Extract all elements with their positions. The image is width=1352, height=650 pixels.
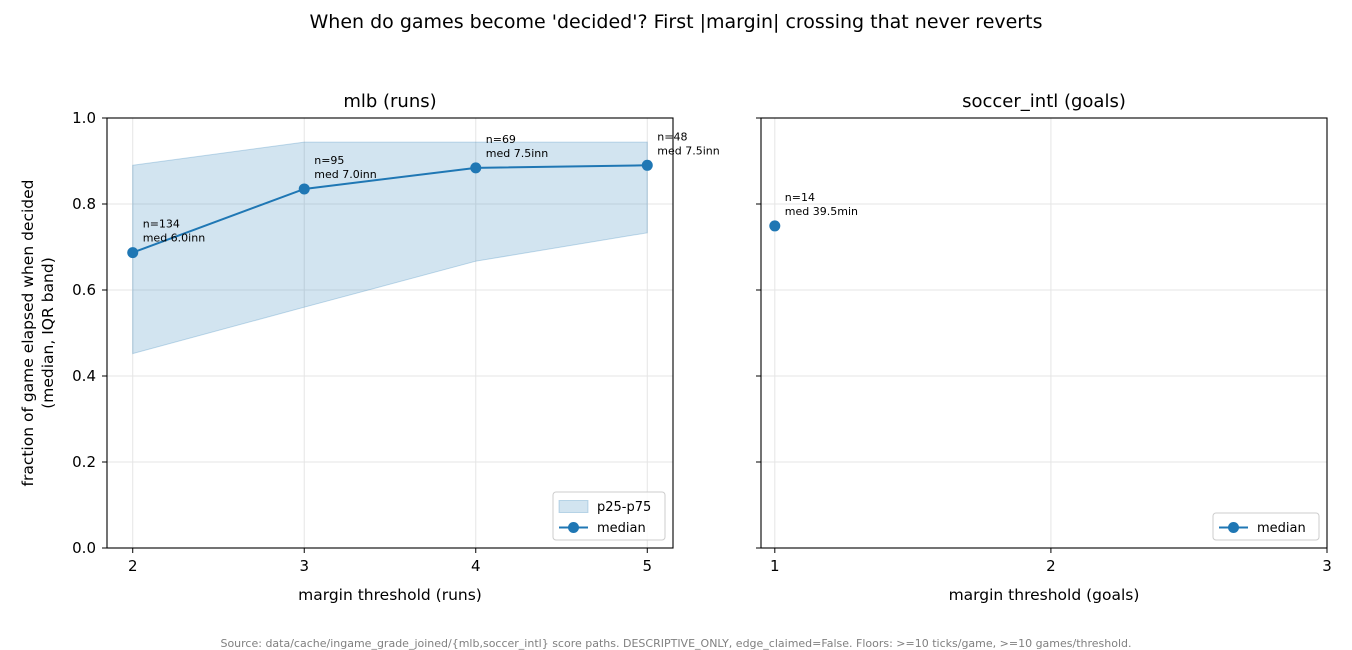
legend: median (1212, 512, 1320, 541)
median-point (769, 220, 781, 232)
annotation-n: n=48 (657, 130, 687, 143)
legend-label: median (597, 521, 646, 536)
median-point (641, 159, 653, 171)
panel-title: soccer_intl (goals) (962, 91, 1126, 112)
x-tick-label: 5 (642, 557, 652, 575)
annotation-med: med 6.0inn (143, 232, 205, 245)
y-tick-label: 0.2 (72, 453, 96, 471)
legend-label: median (1257, 521, 1306, 536)
annotation-med: med 39.5min (785, 205, 858, 218)
annotation-n: n=134 (143, 218, 180, 231)
annotation-n: n=69 (486, 133, 516, 146)
y-tick-label: 0.4 (72, 367, 96, 385)
iqr-band (132, 141, 648, 355)
median-point (470, 162, 482, 174)
x-axis-label: margin threshold (runs) (298, 586, 482, 604)
x-tick-label: 2 (128, 557, 138, 575)
legend-box (1212, 512, 1320, 541)
legend: p25-p75 median (552, 491, 666, 541)
legend-swatch-marker (568, 522, 579, 533)
y-tick-label: 0.8 (72, 195, 96, 213)
y-tick-label: 1.0 (72, 109, 96, 127)
x-tick-label: 4 (471, 557, 481, 575)
axes-frame (106, 117, 674, 549)
y-tick-label: 0.6 (72, 281, 96, 299)
x-tick-label: 3 (299, 557, 309, 575)
panel-title: mlb (runs) (343, 91, 436, 112)
x-tick-label: 2 (1046, 557, 1056, 575)
axes-frame (760, 117, 1328, 549)
median-line (132, 164, 648, 254)
legend-swatch-marker (1228, 522, 1239, 533)
legend-label: p25-p75 (597, 500, 651, 515)
annotation-n: n=14 (785, 191, 815, 204)
figure-suptitle: When do games become 'decided'? First |m… (310, 11, 1043, 33)
y-tick-label: 0.0 (72, 539, 96, 557)
median-point (298, 183, 310, 195)
annotation-med: med 7.5inn (657, 144, 719, 157)
legend-swatch-band (558, 500, 589, 513)
x-tick-label: 1 (770, 557, 780, 575)
y-axis-label: (median, IQR band) (39, 257, 57, 409)
median-point (127, 247, 139, 259)
figure-footer: Source: data/cache/ingame_grade_joined/{… (220, 637, 1131, 650)
x-axis-label: margin threshold (goals) (949, 586, 1140, 604)
y-axis-label: fraction of game elapsed when decided (19, 180, 37, 487)
annotation-med: med 7.0inn (314, 168, 376, 181)
annotation-med: med 7.5inn (486, 147, 548, 160)
annotation-n: n=95 (314, 154, 344, 167)
x-tick-label: 3 (1322, 557, 1332, 575)
